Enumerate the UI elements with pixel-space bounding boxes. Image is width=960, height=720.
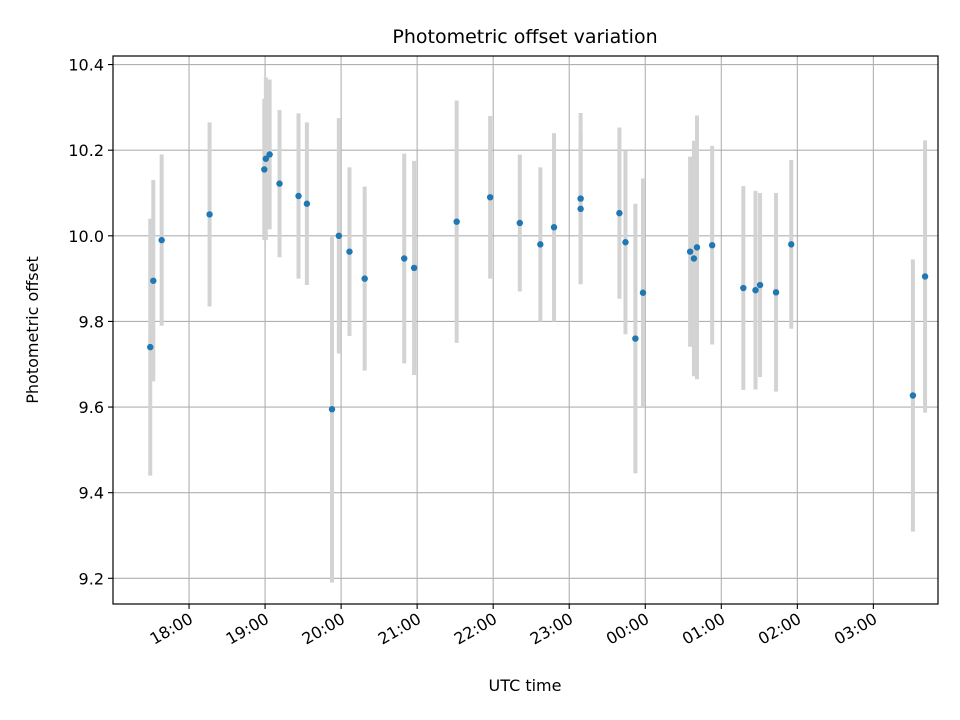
data-point bbox=[921, 273, 929, 280]
data-point bbox=[708, 242, 716, 249]
data-points bbox=[147, 151, 929, 413]
data-point bbox=[150, 277, 157, 284]
data-point bbox=[486, 194, 494, 201]
data-point bbox=[361, 275, 368, 282]
y-tick-label: 10.4 bbox=[68, 56, 104, 75]
y-tick-label: 9.2 bbox=[79, 569, 104, 588]
data-point bbox=[622, 239, 629, 246]
data-point bbox=[295, 192, 302, 200]
data-point bbox=[772, 289, 780, 296]
y-axis-ticks: 9.2 9.4 9.6 9.8 10.0 10.2 10.4 bbox=[68, 56, 113, 588]
data-point bbox=[262, 155, 270, 162]
data-point bbox=[410, 264, 418, 272]
data-point bbox=[206, 211, 213, 218]
data-point bbox=[693, 244, 701, 251]
y-tick-label: 10.0 bbox=[68, 227, 104, 246]
data-point bbox=[740, 284, 747, 292]
data-point bbox=[158, 236, 165, 244]
data-point bbox=[147, 343, 154, 351]
data-point bbox=[328, 406, 336, 413]
data-point bbox=[577, 195, 584, 202]
data-point bbox=[266, 151, 273, 158]
y-tick-label: 9.6 bbox=[79, 398, 104, 417]
data-point bbox=[686, 248, 694, 255]
x-axis-label: UTC time bbox=[489, 676, 562, 695]
data-point bbox=[537, 241, 544, 248]
y-tick-label: 10.2 bbox=[68, 141, 104, 160]
plot-frame bbox=[112, 55, 939, 605]
data-point bbox=[401, 255, 408, 262]
data-point bbox=[335, 232, 343, 240]
data-point bbox=[516, 219, 523, 227]
data-point bbox=[909, 392, 917, 399]
data-point bbox=[276, 180, 283, 187]
grid bbox=[113, 56, 938, 604]
data-point bbox=[616, 209, 623, 217]
y-tick-label: 9.4 bbox=[79, 484, 104, 503]
data-point bbox=[453, 218, 460, 225]
data-point bbox=[788, 241, 795, 248]
data-point bbox=[550, 224, 558, 231]
data-point bbox=[756, 281, 764, 289]
y-axis-label: Photometric offset bbox=[23, 256, 42, 404]
data-point bbox=[752, 286, 759, 294]
data-point bbox=[261, 166, 268, 173]
data-point bbox=[690, 255, 698, 262]
data-point bbox=[632, 335, 639, 342]
data-point bbox=[346, 248, 353, 255]
data-point bbox=[303, 200, 311, 207]
data-point bbox=[577, 205, 584, 213]
chart-title: Photometric offset variation bbox=[392, 26, 657, 48]
y-tick-label: 9.8 bbox=[79, 312, 104, 331]
data-point bbox=[639, 289, 647, 296]
